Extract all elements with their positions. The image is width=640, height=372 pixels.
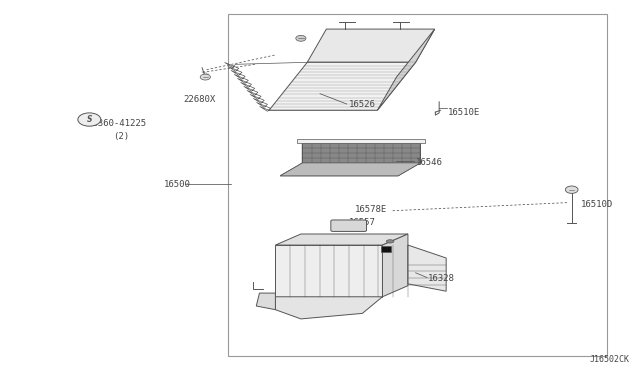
Text: 22680X: 22680X	[183, 95, 215, 104]
Polygon shape	[275, 245, 383, 297]
Circle shape	[78, 113, 100, 126]
Text: J16502CK: J16502CK	[589, 355, 629, 364]
Text: 16510D: 16510D	[581, 200, 614, 209]
Bar	[228, 14, 607, 356]
Text: 16546: 16546	[415, 157, 442, 167]
Polygon shape	[383, 234, 408, 297]
FancyBboxPatch shape	[331, 220, 367, 231]
Text: 08360-41225: 08360-41225	[88, 119, 147, 128]
Text: (2): (2)	[113, 132, 129, 141]
Text: 16328: 16328	[428, 274, 455, 283]
Polygon shape	[408, 245, 446, 291]
Polygon shape	[298, 139, 426, 142]
Text: 16500: 16500	[164, 180, 191, 189]
Polygon shape	[280, 163, 420, 176]
Polygon shape	[378, 29, 435, 110]
Circle shape	[565, 186, 578, 193]
Text: 16510E: 16510E	[447, 108, 480, 117]
Text: 16578E: 16578E	[355, 205, 387, 215]
Polygon shape	[280, 163, 420, 176]
Polygon shape	[275, 234, 408, 245]
Polygon shape	[275, 297, 383, 319]
Bar	[381, 246, 391, 252]
Circle shape	[296, 35, 306, 41]
Text: 16526: 16526	[349, 100, 376, 109]
Circle shape	[200, 74, 211, 80]
Text: S: S	[86, 115, 92, 124]
Ellipse shape	[387, 240, 394, 243]
Polygon shape	[256, 293, 275, 310]
Text: 16557: 16557	[349, 218, 376, 227]
Polygon shape	[303, 142, 420, 163]
Polygon shape	[269, 62, 415, 110]
Polygon shape	[307, 29, 435, 62]
